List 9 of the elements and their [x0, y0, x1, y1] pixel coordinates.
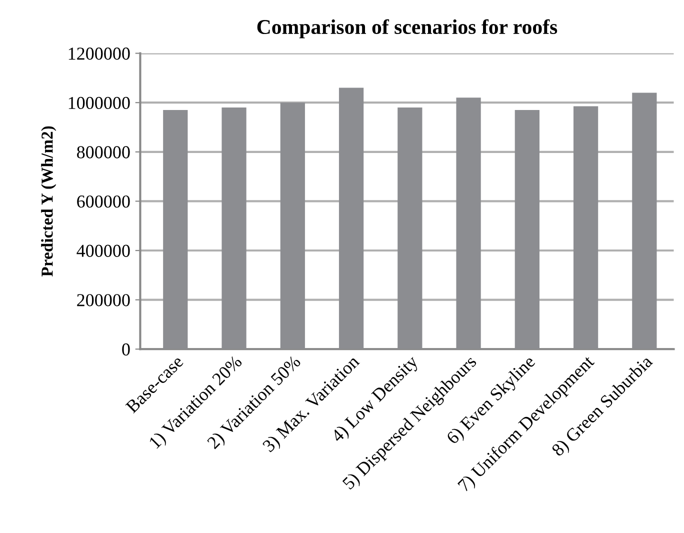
- y-tick-label: 1000000: [68, 96, 130, 110]
- y-axis-title: Predicted Y (Wh/m2): [41, 126, 56, 277]
- y-tick-label: 800000: [77, 146, 130, 158]
- y-tick-label: 400000: [76, 244, 130, 257]
- chart-title: Comparison of scenarios for roofs: [257, 19, 558, 38]
- y-tick-label: 1200000: [68, 48, 130, 60]
- y-tick-label: 0: [122, 343, 130, 356]
- y-tick-label: 600000: [77, 195, 130, 208]
- y-tick-label: 200000: [77, 294, 130, 306]
